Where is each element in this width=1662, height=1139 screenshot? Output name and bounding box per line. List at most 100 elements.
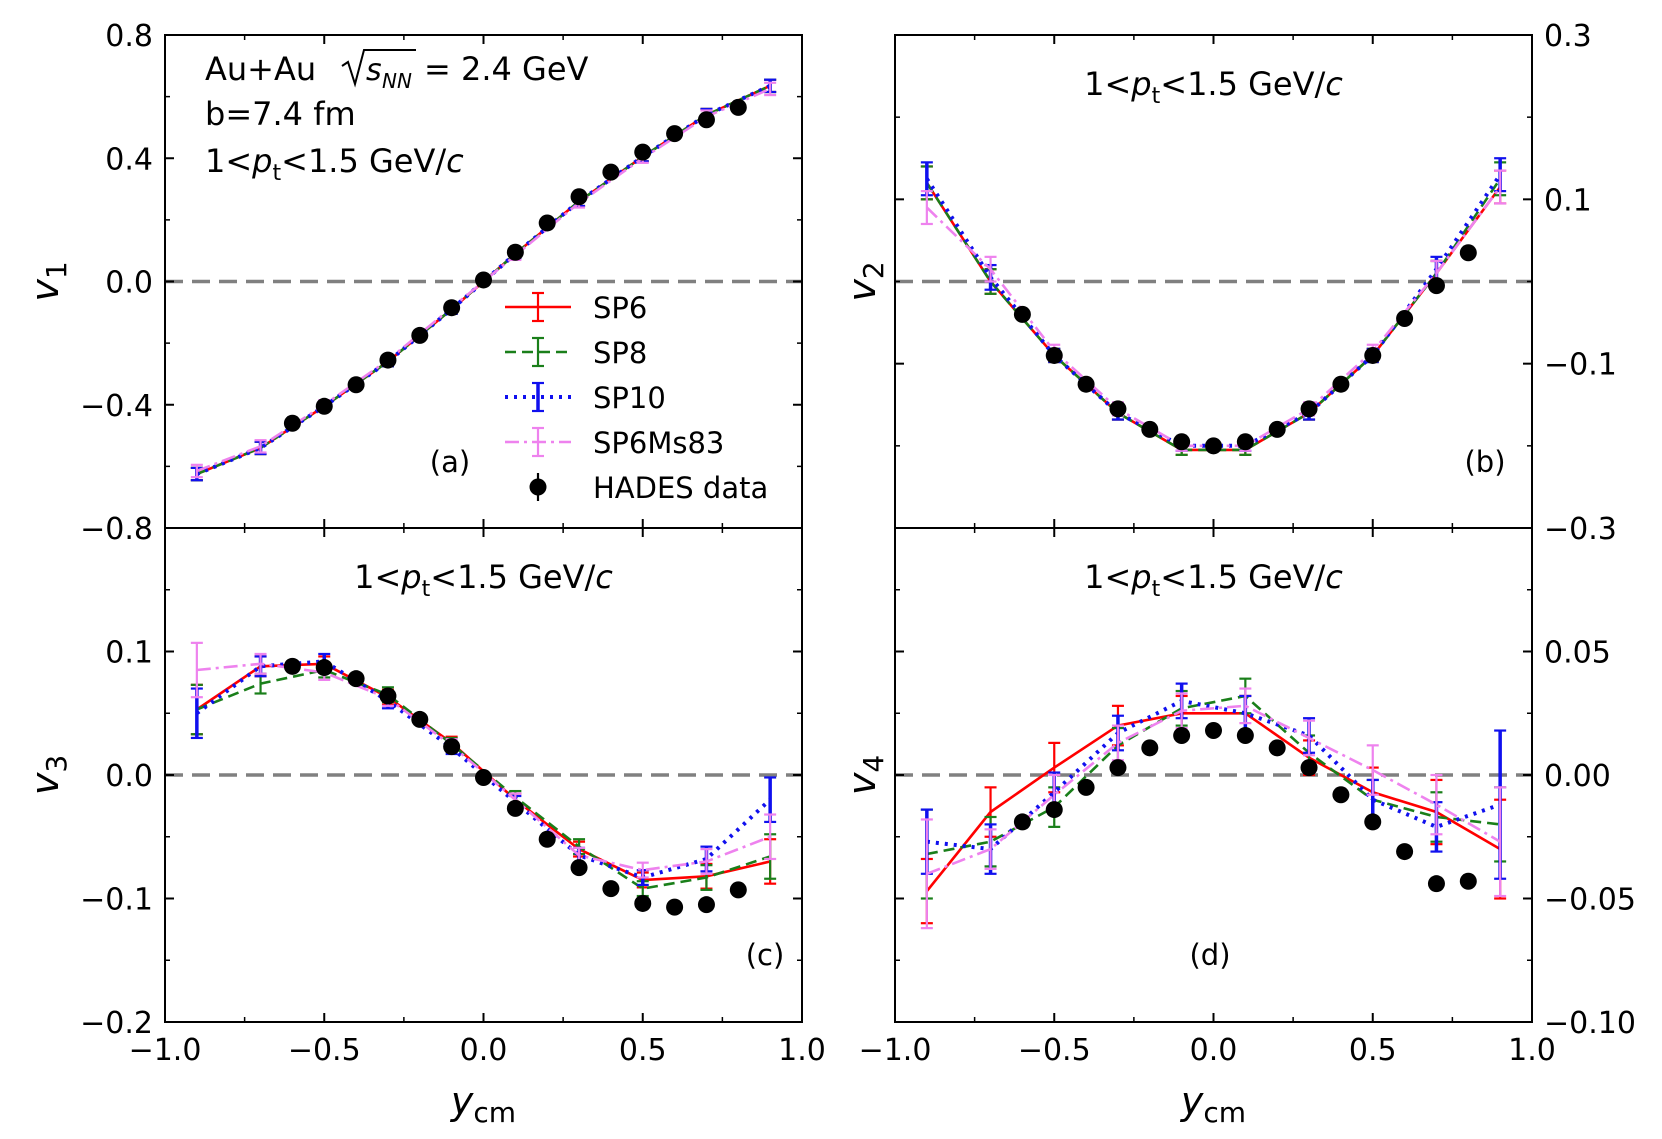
y-tick-label: 0.1 (105, 636, 153, 671)
annotation-energy: = 2.4 GeV (424, 50, 589, 88)
hades-point (634, 143, 652, 161)
annotation-pt-p: p (1130, 65, 1151, 103)
annotation-pt-hi: <1.5 GeV/ (1160, 65, 1325, 103)
annotation-pt-sub: t (1152, 577, 1161, 602)
annotation-pt-lo: 1< (1084, 558, 1131, 596)
annotation-system-text: Au+Au (205, 50, 316, 88)
annotation-pt-c: c (1325, 65, 1343, 103)
hades-point (347, 670, 365, 688)
hades-point (538, 830, 556, 848)
panel-label: (d) (1189, 938, 1230, 972)
y-axis-title-sub: 2 (857, 261, 890, 279)
x-axis-title-main: y (450, 1079, 474, 1123)
hades-point (570, 188, 588, 206)
y-tick-label: 0.0 (105, 266, 153, 301)
x-tick-label: 1.0 (1508, 1033, 1556, 1068)
hades-point (634, 894, 652, 912)
series-line-sp6 (925, 182, 1502, 452)
legend-label: SP10 (593, 381, 666, 415)
x-tick-label: 0.0 (460, 1033, 508, 1068)
hades-point (666, 898, 684, 916)
annotation-pt-sub: t (422, 577, 431, 602)
annotation-pt-lo: 1< (205, 142, 252, 180)
series-line-sp8 (926, 694, 1501, 856)
annotation-pt-hi: <1.5 GeV/ (430, 558, 595, 596)
hades-point (697, 896, 715, 914)
hades-point (1332, 375, 1350, 393)
annotation-pt-hi: <1.5 GeV/ (1160, 558, 1325, 596)
y-tick-label: 0.3 (1544, 19, 1592, 54)
annotation-pt-c: c (446, 142, 464, 180)
hades-point (283, 414, 301, 432)
hades-point (1364, 813, 1382, 831)
y-tick-label: −0.1 (1544, 348, 1617, 383)
legend-label: SP6 (593, 291, 647, 325)
hades-point (315, 397, 333, 415)
y-tick-label: 0.05 (1544, 636, 1611, 671)
y-axis-title: v3 (23, 755, 73, 795)
annotation-pt-sub: t (272, 161, 281, 186)
series-line-sp6ms83 (925, 186, 1502, 448)
annotation-pt-p: p (1130, 558, 1151, 596)
hades-point (1173, 433, 1191, 451)
panel-c: −0.2 −0.1 0.0 0.1 −1.0 −0.5 0.0 0.5 1.0 ycm v3 (c) 1… (23, 527, 826, 1129)
hades-point (1236, 726, 1254, 744)
hades-point (666, 125, 684, 143)
hades-point (729, 98, 747, 116)
annotation-pt-p: p (251, 142, 272, 180)
annotation-pt-sub: t (1152, 84, 1161, 109)
y-axis-title-sub: 1 (40, 261, 73, 279)
annotation-impact: b=7.4 fm (205, 95, 356, 133)
hades-point (1236, 433, 1254, 451)
y-tick-label: −0.10 (1544, 1006, 1636, 1041)
y-tick-label: 0.00 (1544, 759, 1611, 794)
x-tick-label: 1.0 (778, 1033, 826, 1068)
hades-point (1332, 786, 1350, 804)
hades-point (570, 859, 588, 877)
y-tick-label: 0.4 (105, 142, 153, 177)
legend-hades-marker (529, 478, 547, 496)
hades-point (1045, 801, 1063, 819)
annotation-pt: 1<pt<1.5 GeV/c (1084, 558, 1343, 602)
panel-label: (a) (430, 445, 470, 479)
hades-point (1364, 346, 1382, 364)
hades-point (379, 351, 397, 369)
hades-point (379, 687, 397, 705)
annotation-pt: 1<pt<1.5 GeV/c (1084, 65, 1343, 109)
y-tick-label: −0.1 (80, 883, 153, 918)
y-tick-label: −0.05 (1544, 883, 1636, 918)
series-line-sp6ms83 (196, 662, 771, 872)
sqrt-radical (341, 49, 416, 88)
y-axis-title-main: v (840, 279, 884, 302)
hades-point (1141, 739, 1159, 757)
hades-point (506, 243, 524, 261)
annotation-pt: 1<pt<1.5 GeV/c (205, 142, 464, 186)
y-axis-title: v1 (23, 261, 73, 301)
hades-point (1459, 244, 1477, 262)
hades-point (1013, 813, 1031, 831)
y-tick-label: −0.4 (80, 389, 153, 424)
x-tick-label: 0.5 (1349, 1033, 1397, 1068)
panel-frame (894, 527, 1533, 1023)
panel-d: −0.10 −0.05 0.00 0.05 −1.0 −0.5 0.0 0.5 1.0 ycm v4… (840, 527, 1636, 1129)
hades-point (1427, 277, 1445, 295)
series-line-sp8 (925, 178, 1502, 452)
annotation-system: Au+Au (205, 50, 316, 88)
hades-point (1205, 437, 1222, 455)
y-axis-title: v2 (840, 261, 890, 301)
hades-point (1205, 722, 1222, 740)
y-axis-title-main: v (840, 772, 884, 795)
y-tick-label: −0.8 (80, 512, 153, 547)
hades-point (1396, 309, 1414, 327)
sqrt-nn: NN (382, 69, 412, 93)
hades-point (697, 111, 715, 129)
series-group (920, 677, 1507, 930)
y-tick-label: 0.1 (1544, 183, 1592, 218)
annotation-pt-c: c (1325, 558, 1343, 596)
x-tick-label: −0.5 (1018, 1033, 1091, 1068)
annotation-pt-p: p (400, 558, 421, 596)
hades-point (1268, 420, 1286, 438)
annotation-pt-lo: 1< (1084, 65, 1131, 103)
hades-point (283, 657, 301, 675)
